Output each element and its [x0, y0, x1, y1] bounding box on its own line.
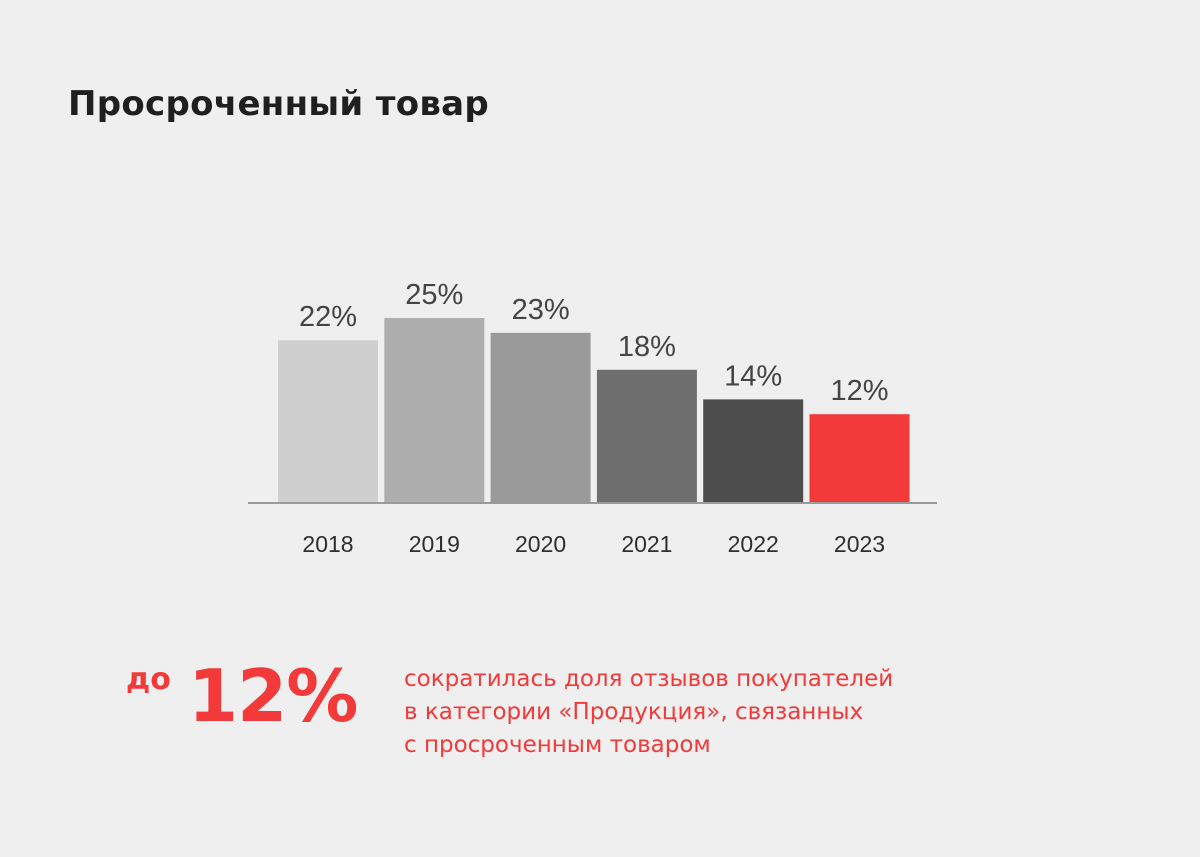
bar-2021 [596, 369, 697, 503]
highlight-text-line: в категории «Продукция», связанных [404, 699, 864, 725]
year-label-2022: 2022 [728, 531, 779, 557]
value-label-2022: 14% [724, 360, 782, 392]
value-label-2020: 23% [512, 294, 570, 326]
bar-chart: 22% 25% 23% 18% 14% 12% 2018 2019 2020 2021 2022 2… [248, 279, 937, 557]
bar-2022 [703, 399, 804, 503]
highlight-description: сократилась доля отзывов покупателей в к… [404, 663, 1104, 762]
highlight-prefix: до [126, 662, 171, 697]
value-label-2018: 22% [299, 301, 357, 333]
bar-2018 [278, 340, 378, 503]
value-label-2021: 18% [618, 331, 676, 363]
year-label-2023: 2023 [834, 531, 885, 557]
highlight-value: 12% [188, 654, 358, 738]
value-label-2023: 12% [830, 375, 888, 407]
year-label-2018: 2018 [302, 531, 353, 557]
highlight-text-line: с просроченным товаром [404, 732, 711, 758]
bar-2019 [384, 318, 485, 503]
year-label-2020: 2020 [515, 531, 566, 557]
bar-2023 [809, 414, 910, 503]
year-label-2021: 2021 [621, 531, 672, 557]
value-label-2019: 25% [405, 279, 463, 311]
bar-2020 [490, 332, 591, 503]
page-title: Просроченный товар [68, 84, 490, 124]
year-label-2019: 2019 [409, 531, 460, 557]
highlight-text-line: сократилась доля отзывов покупателей [404, 666, 894, 692]
